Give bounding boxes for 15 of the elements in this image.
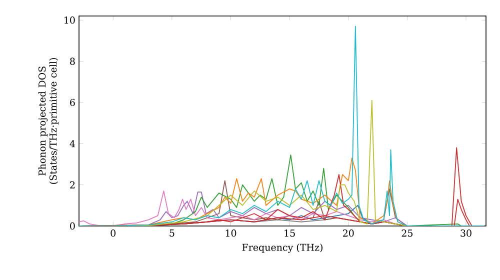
y-tick-label: 8 [70, 58, 75, 65]
x-tick-label: 20 [342, 230, 354, 237]
y-axis-title: Phonon projected DOS (States/THz·primitive cell) [38, 58, 59, 184]
y-tick-label: 0 [70, 222, 75, 230]
y-tick-label: 2 [70, 181, 75, 188]
x-tick-label: 10 [226, 230, 236, 237]
x-tick-label: 15 [284, 230, 295, 237]
x-tick-label: 25 [402, 230, 412, 237]
x-tick-label: 0 [110, 230, 116, 237]
y-tick-label: 10 [64, 16, 75, 24]
x-tick-label: 30 [460, 230, 472, 237]
x-tick-label: 5 [170, 230, 174, 237]
x-axis-title: Frequency (THz) [242, 244, 322, 253]
y-tick-label: 6 [70, 98, 75, 106]
y-tick-label: 4 [70, 140, 75, 148]
